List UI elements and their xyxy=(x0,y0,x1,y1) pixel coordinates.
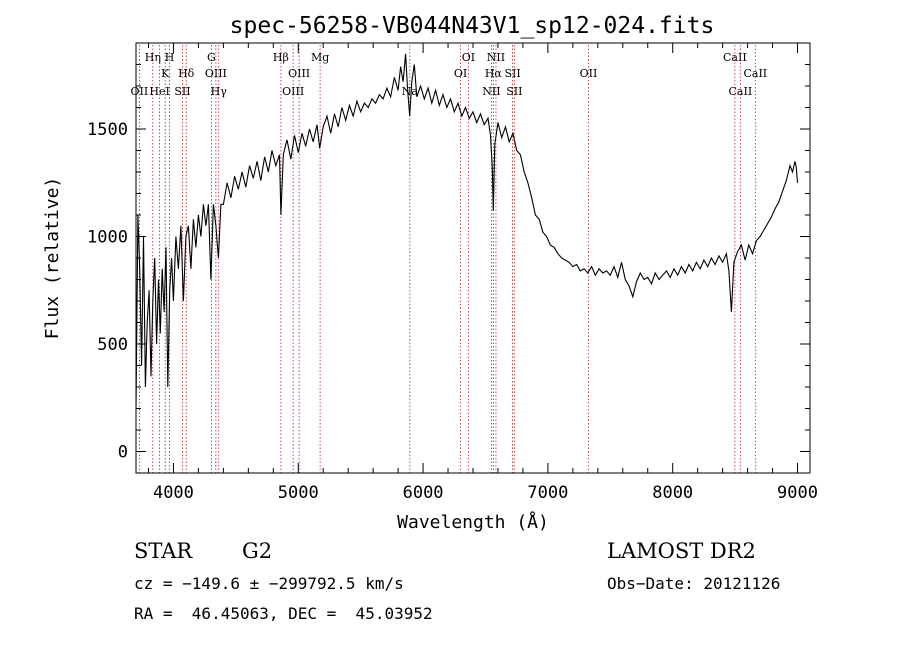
y-tick-label: 500 xyxy=(97,335,128,355)
coordinates: RA = 46.45063, DEC = 45.03952 xyxy=(134,604,433,623)
emission-line-label: OI xyxy=(454,67,467,80)
emission-line-label: H xyxy=(165,51,175,64)
emission-line-label: CaII xyxy=(723,51,747,64)
emission-line-label: OIII xyxy=(205,67,227,80)
y-tick-label: 1000 xyxy=(87,228,128,248)
emission-line-label: Hδ xyxy=(178,67,195,80)
y-tick-label: 1500 xyxy=(87,120,128,140)
y-axis: 0 500 1000 1500 xyxy=(87,42,810,474)
emission-line-label: SII xyxy=(506,85,522,98)
emission-line-label: CaII xyxy=(743,67,767,80)
emission-line-label: CaII xyxy=(729,85,753,98)
emission-line-label: SII xyxy=(504,67,520,80)
emission-line-label: SII xyxy=(174,85,190,98)
subclass: G2 xyxy=(242,539,273,563)
emission-line-label: HeI xyxy=(149,85,169,98)
emission-line-label: OII xyxy=(131,85,149,98)
emission-line-label: Hγ xyxy=(211,85,228,98)
emission-line-label: NII xyxy=(487,51,505,64)
emission-line-label: NII xyxy=(482,85,500,98)
x-tick-label: 8000 xyxy=(652,483,693,503)
plot-frame xyxy=(135,42,811,474)
redshift-velocity: cz = −149.6 ± −299792.5 km/s xyxy=(134,574,404,593)
spectrum-chart: spec-56258-VB044N43V1_sp12-024.fits OIIH… xyxy=(42,13,818,533)
x-tick-label: 9000 xyxy=(777,483,818,503)
x-tick-label: 5000 xyxy=(278,483,319,503)
emission-line-label: K xyxy=(161,67,170,80)
emission-line-label: OIII xyxy=(288,67,310,80)
survey-name: LAMOST DR2 xyxy=(607,539,756,563)
emission-line-label: OII xyxy=(580,67,598,80)
x-tick-label: 4000 xyxy=(153,483,194,503)
x-tick-label: 7000 xyxy=(527,483,568,503)
emission-line-label: Hα xyxy=(485,67,503,80)
x-tick-label: 6000 xyxy=(403,483,444,503)
emission-line-label: G xyxy=(207,51,216,64)
emission-line-labels: OIIHηHeIKHSIIHδGOIIIHγHβOIIIOIIIMgNaOIOI… xyxy=(131,51,768,98)
emission-line-markers xyxy=(138,45,756,473)
x-axis-label: Wavelength (Å) xyxy=(397,511,549,533)
observation-date: Obs−Date: 20121126 xyxy=(607,574,781,593)
emission-line-label: Hη xyxy=(145,51,161,64)
emission-line-label: OIII xyxy=(282,85,304,98)
object-class: STAR xyxy=(134,539,193,563)
emission-line-label: OI xyxy=(462,51,475,64)
chart-title: spec-56258-VB044N43V1_sp12-024.fits xyxy=(230,13,715,39)
emission-line-label: Na xyxy=(402,85,419,98)
emission-line-label: Mg xyxy=(311,51,329,64)
spectrum-line xyxy=(135,53,799,409)
x-axis: 4000 5000 6000 7000 8000 9000 xyxy=(147,43,818,503)
y-tick-label: 0 xyxy=(118,443,128,463)
y-axis-label: Flux (relative) xyxy=(42,177,63,340)
emission-line-label: Hβ xyxy=(273,51,289,64)
